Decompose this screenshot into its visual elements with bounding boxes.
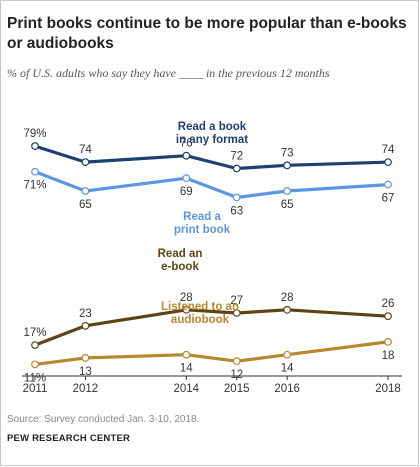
series-label: print book [174, 224, 231, 236]
data-label: 79% [23, 128, 46, 140]
data-label: 18 [382, 350, 395, 362]
data-label: 14 [180, 363, 193, 375]
data-point [283, 305, 292, 314]
data-label: 14 [281, 363, 294, 375]
data-point [232, 193, 241, 202]
data-point [182, 151, 191, 160]
data-label: 65 [79, 199, 92, 211]
series-label: in any format [176, 134, 248, 146]
data-label: 11% [24, 372, 46, 384]
data-point [283, 161, 292, 170]
data-point [232, 357, 241, 366]
data-point [283, 187, 292, 195]
data-label: 67 [382, 193, 395, 205]
series-label: Read an [158, 248, 203, 260]
x-tick-label: 2015 [224, 383, 250, 395]
series-line [33, 308, 390, 347]
data-label: 28 [281, 292, 294, 304]
data-point [31, 341, 39, 350]
data-label: 73 [281, 147, 294, 159]
data-label: 26 [382, 298, 395, 310]
x-tick-label: 2016 [274, 383, 300, 395]
series-label: e-book [161, 261, 199, 273]
data-label: 27 [230, 295, 243, 307]
data-point [31, 142, 39, 150]
series-line [33, 340, 390, 366]
data-point [182, 305, 191, 314]
data-point [81, 354, 90, 362]
data-label: 23 [79, 308, 92, 320]
data-point [31, 167, 39, 176]
data-point [182, 174, 191, 183]
data-label: 76 [180, 138, 193, 150]
data-point [232, 164, 241, 173]
x-tick-label: 2014 [173, 383, 199, 395]
data-label: 17% [23, 327, 46, 339]
data-label: 65 [281, 199, 294, 211]
source-note: Source: Survey conducted Jan. 3-10, 2018… [7, 414, 200, 425]
data-label: 13 [79, 366, 92, 378]
data-point [81, 187, 90, 195]
data-point [182, 350, 191, 359]
data-point [81, 321, 90, 330]
data-label: 12 [230, 369, 243, 381]
x-tick-label: 2011 [23, 383, 48, 395]
x-tick-label: 2012 [73, 383, 99, 395]
data-label: 74 [79, 144, 92, 156]
data-label: 74 [382, 144, 395, 156]
data-point [384, 337, 392, 346]
organization-name: PEW RESEARCH CENTER [7, 433, 131, 444]
data-point [31, 360, 39, 369]
data-label: 69 [180, 186, 193, 198]
x-tick-label: 2018 [375, 383, 401, 395]
data-label: 63 [230, 205, 243, 217]
data-label: 72 [230, 151, 243, 163]
data-label: 28 [180, 292, 193, 304]
chart-title: Print books continue to be more popular … [7, 15, 407, 52]
data-label: 71% [23, 180, 46, 192]
data-point [384, 158, 392, 167]
series-line [33, 170, 390, 199]
data-point [232, 309, 241, 317]
data-point [384, 180, 392, 189]
data-point [384, 312, 392, 321]
series-label: audiobook [171, 314, 230, 326]
series-label: Listened to an [161, 301, 239, 313]
series-label: Read a book [178, 121, 247, 133]
chart-subtitle: % of U.S. adults who say they have ____ … [7, 66, 330, 80]
series-label: Read a [183, 211, 221, 223]
data-point [283, 350, 292, 359]
series-line [33, 144, 390, 171]
data-point [81, 158, 90, 167]
